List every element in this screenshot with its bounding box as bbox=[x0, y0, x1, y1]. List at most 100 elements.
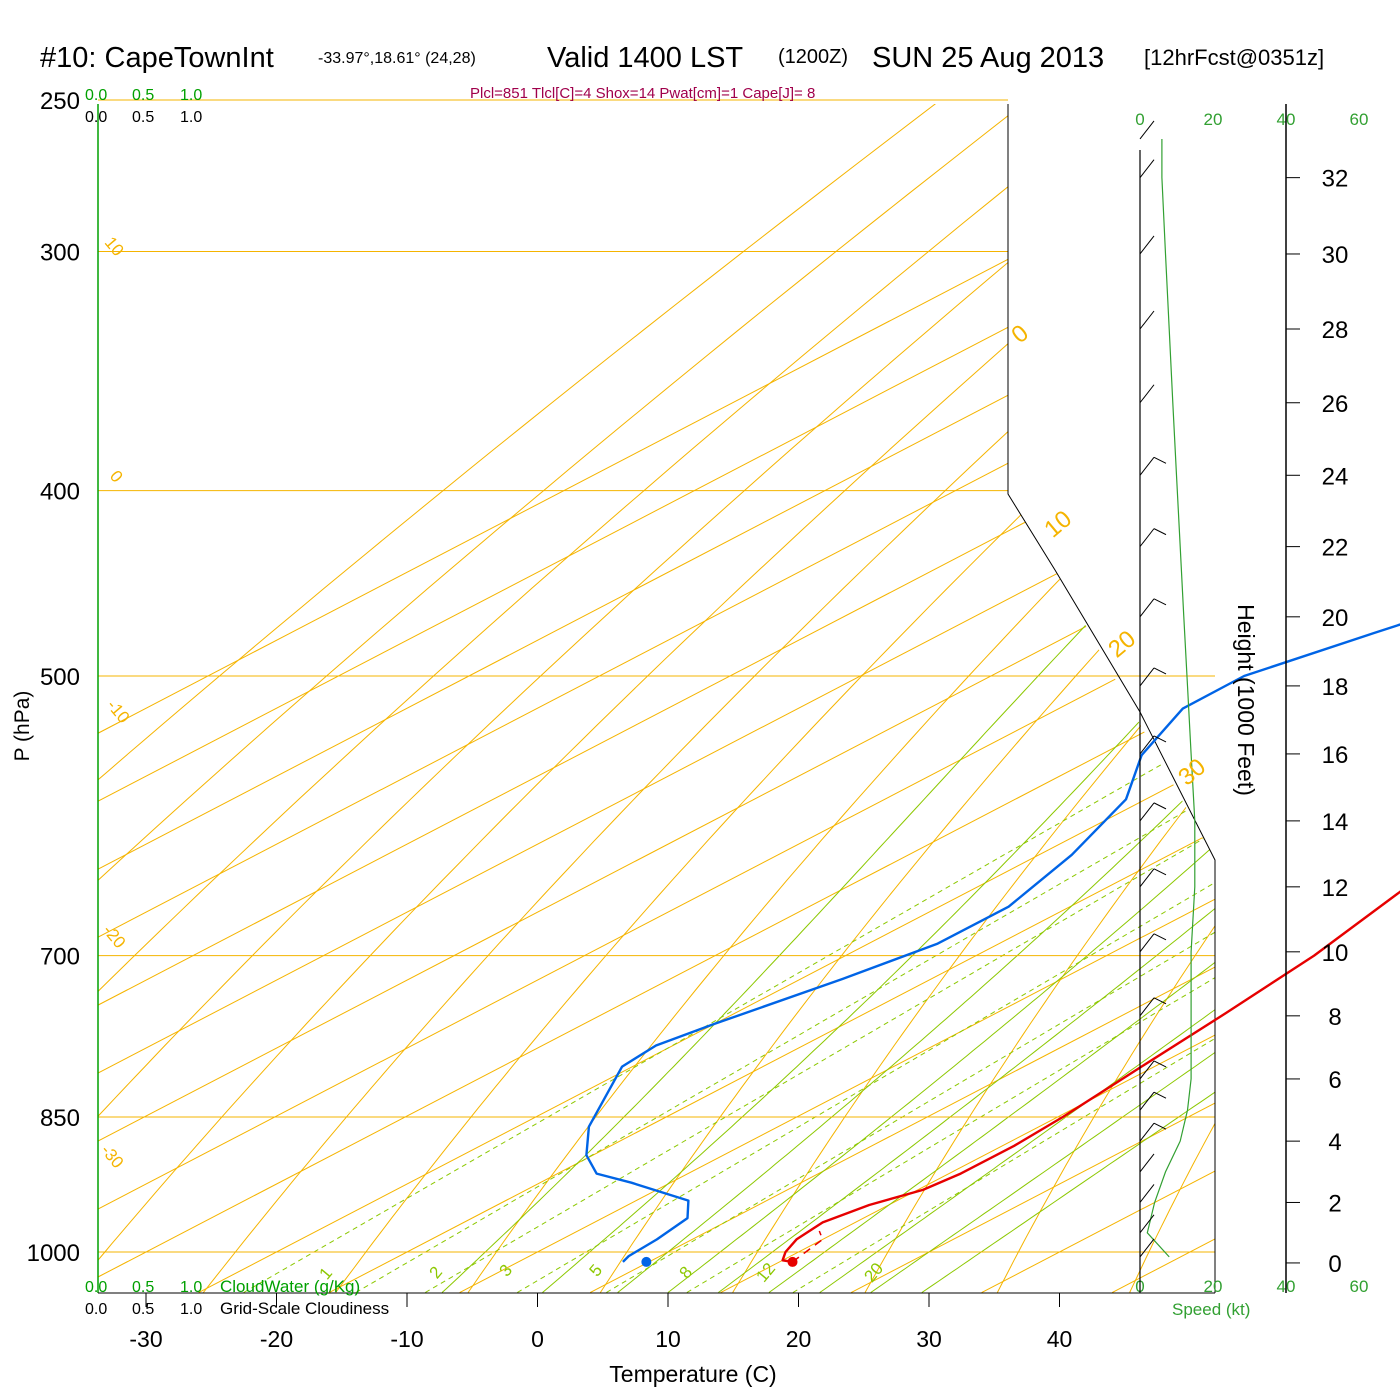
cloud-scale-tick: 0.0 bbox=[85, 1279, 107, 1296]
isotherm bbox=[589, 104, 1215, 1293]
height-label: 10 bbox=[1322, 940, 1349, 967]
dry-adiabat bbox=[1394, 66, 1400, 1292]
y-axis-label: P (hPa) bbox=[11, 691, 34, 762]
wind-barb bbox=[1139, 310, 1155, 330]
x-axis-label: Temperature (C) bbox=[609, 1361, 776, 1387]
wind-barb-flag bbox=[1153, 802, 1167, 810]
isotherm bbox=[98, 104, 1215, 1293]
moist-adiabat bbox=[819, 104, 1215, 1293]
cloud-scale-tick: 1.0 bbox=[180, 1279, 202, 1296]
wind-barb bbox=[1139, 868, 1155, 888]
wind-barb bbox=[1139, 456, 1155, 476]
height-label: 22 bbox=[1322, 535, 1349, 562]
wind-barb-flag bbox=[1153, 667, 1167, 675]
utc-time: (1200Z) bbox=[778, 46, 849, 68]
height-label: 6 bbox=[1328, 1067, 1341, 1094]
height-label: 26 bbox=[1322, 391, 1349, 418]
mixing-ratio-label: 20 bbox=[860, 1259, 887, 1286]
wind-barb-flag bbox=[1153, 735, 1167, 743]
isotherm bbox=[98, 104, 1215, 1293]
mixing-ratio-line bbox=[517, 490, 1215, 1293]
moist-adiabat bbox=[870, 104, 1215, 1293]
mixing-ratio-line bbox=[606, 490, 1215, 1293]
dry-adiabat bbox=[864, 104, 1215, 1293]
cloud-scale-tick: 0.5 bbox=[132, 1279, 154, 1296]
wind-barb bbox=[1139, 1122, 1155, 1142]
x-tick-label: -30 bbox=[129, 1326, 162, 1352]
isotherm-label: 0 bbox=[106, 467, 127, 486]
wind-barb bbox=[1139, 1184, 1155, 1203]
pressure-label: 1000 bbox=[27, 1240, 80, 1267]
speed-tick-bottom: 60 bbox=[1350, 1277, 1369, 1296]
wind-speed-profile bbox=[1146, 139, 1196, 1258]
wind-barb-flag bbox=[1153, 1091, 1167, 1099]
height-label: 30 bbox=[1322, 242, 1349, 269]
dry-adiabat bbox=[732, 104, 1215, 1293]
height-label: 2 bbox=[1328, 1190, 1341, 1217]
cloudwater-label: CloudWater (g/Kg) bbox=[220, 1277, 360, 1296]
speed-tick-bottom: 20 bbox=[1204, 1277, 1223, 1296]
moist-adiabat bbox=[718, 104, 1215, 1293]
wind-barb bbox=[1139, 159, 1155, 178]
dry-adiabat bbox=[98, 104, 1073, 1293]
isotherm bbox=[98, 104, 1215, 1293]
moist-adiabat bbox=[921, 104, 1215, 1293]
wind-barb-flag bbox=[1153, 1060, 1167, 1068]
wind-barb bbox=[1139, 235, 1155, 255]
surface-dewpoint-dot bbox=[641, 1256, 652, 1267]
mixing-ratio-label: 2 bbox=[425, 1263, 446, 1282]
dry-adiabat bbox=[98, 104, 1215, 1293]
wind-barb bbox=[1139, 528, 1155, 547]
x-tick-label: 10 bbox=[655, 1326, 681, 1352]
wind-barb-flag bbox=[1153, 868, 1167, 876]
wind-barb bbox=[1139, 1153, 1155, 1173]
pressure-label: 850 bbox=[40, 1105, 80, 1132]
isotherm-label: -30 bbox=[97, 1141, 127, 1172]
wind-barb bbox=[1139, 1060, 1155, 1080]
parcel-path bbox=[792, 1230, 824, 1263]
height-label: 12 bbox=[1322, 875, 1349, 902]
height-label: 4 bbox=[1328, 1129, 1341, 1156]
isotherm bbox=[98, 104, 1215, 1293]
mixing-ratio-label: 8 bbox=[675, 1263, 696, 1282]
isotherm-label: 20 bbox=[1103, 625, 1141, 663]
wind-barb bbox=[1139, 598, 1155, 618]
dry-adiabat bbox=[98, 104, 1160, 1293]
plot-border bbox=[1007, 104, 1216, 1293]
valid-date: SUN 25 Aug 2013 bbox=[872, 42, 1105, 74]
pressure-label: 500 bbox=[40, 664, 80, 691]
isotherm-label: 10 bbox=[1039, 505, 1077, 543]
pressure-label: 700 bbox=[40, 944, 80, 971]
pressure-label: 250 bbox=[40, 88, 80, 115]
isotherm-label: 30 bbox=[1173, 753, 1211, 791]
dry-adiabat bbox=[98, 104, 986, 1293]
dry-adiabat bbox=[98, 104, 1215, 1293]
dry-adiabat bbox=[1129, 104, 1215, 1293]
thermo-lines bbox=[98, 66, 1400, 1293]
isotherm bbox=[98, 104, 1215, 1293]
valid-time: Valid 1400 LST bbox=[547, 42, 744, 74]
x-tick-label: -20 bbox=[260, 1326, 293, 1352]
isotherm bbox=[850, 104, 1215, 1293]
wind-barb bbox=[1139, 120, 1155, 140]
mixing-ratio-label: 12 bbox=[752, 1259, 779, 1286]
moist-adiabat bbox=[768, 104, 1215, 1293]
height-label: 18 bbox=[1322, 674, 1349, 701]
dry-adiabat bbox=[467, 104, 1215, 1293]
cloud-scale-tick: 0.5 bbox=[132, 87, 154, 104]
height-label: 8 bbox=[1328, 1004, 1341, 1031]
wind-barb bbox=[1139, 997, 1155, 1017]
height-label: 20 bbox=[1322, 605, 1349, 632]
isotherm bbox=[328, 104, 1215, 1293]
x-tick-label: 20 bbox=[786, 1326, 812, 1352]
cloudiness-label: Grid-Scale Cloudiness bbox=[220, 1299, 389, 1318]
isotherm bbox=[198, 104, 1215, 1293]
x-tick-label: 0 bbox=[531, 1326, 544, 1352]
pressure-label: 300 bbox=[40, 240, 80, 267]
forecast-info: [12hrFcst@0351z] bbox=[1144, 45, 1325, 70]
wind-barb bbox=[1139, 802, 1155, 822]
x-tick-label: 40 bbox=[1047, 1326, 1073, 1352]
wind-barb-flag bbox=[1153, 1122, 1167, 1130]
height-label: 32 bbox=[1322, 166, 1349, 193]
